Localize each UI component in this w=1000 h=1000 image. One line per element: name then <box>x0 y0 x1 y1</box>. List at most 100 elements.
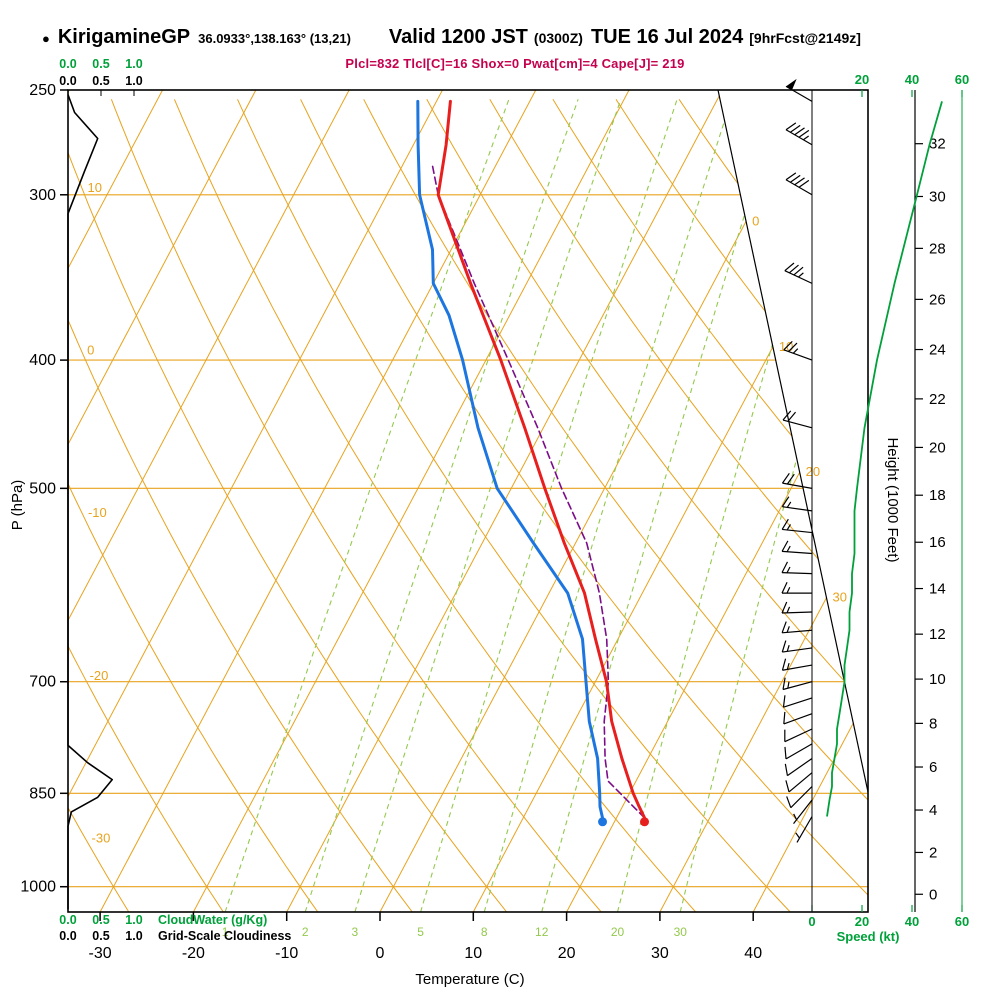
svg-text:16: 16 <box>929 534 946 551</box>
station-bullet-icon: ● <box>42 31 50 46</box>
skewt-background-grid <box>68 90 868 912</box>
svg-text:0: 0 <box>808 914 815 929</box>
wind-barb <box>781 601 813 614</box>
wind-barb <box>782 410 813 429</box>
svg-text:10: 10 <box>464 945 482 962</box>
svg-text:40: 40 <box>905 72 919 87</box>
dewpoint-curve <box>416 99 604 820</box>
svg-text:4: 4 <box>929 802 937 819</box>
cloudwater-profile <box>67 94 113 910</box>
svg-text:400: 400 <box>29 352 56 369</box>
diagonal-cut-line <box>717 89 869 793</box>
svg-text:-30: -30 <box>89 945 112 962</box>
svg-text:10: 10 <box>779 339 793 354</box>
wind-barb <box>784 728 813 743</box>
svg-text:3: 3 <box>352 925 359 939</box>
svg-text:0.5: 0.5 <box>92 913 109 927</box>
svg-text:10: 10 <box>87 180 101 195</box>
temperature-curve <box>436 99 646 820</box>
svg-text:0: 0 <box>376 945 385 962</box>
title-bar: ● KirigamineGP 36.0933°,138.163° (13,21)… <box>42 26 992 49</box>
wind-barb <box>781 582 812 594</box>
wind-barb <box>785 78 813 102</box>
wind-barb <box>782 677 813 691</box>
svg-text:8: 8 <box>481 925 488 939</box>
svg-text:18: 18 <box>929 487 946 504</box>
wind-barb <box>786 786 813 809</box>
svg-text:1000: 1000 <box>20 879 56 896</box>
wind-speed-curve <box>826 101 943 817</box>
wind-barb <box>781 658 813 671</box>
wind-barb <box>781 496 813 512</box>
svg-text:700: 700 <box>29 674 56 691</box>
parcel-curve <box>431 164 646 819</box>
wind-barb <box>784 262 813 284</box>
svg-text:-30: -30 <box>92 830 111 845</box>
svg-text:2: 2 <box>302 925 309 939</box>
svg-text:-20: -20 <box>182 945 205 962</box>
svg-text:5: 5 <box>417 925 424 939</box>
svg-text:1: 1 <box>222 925 229 939</box>
svg-text:22: 22 <box>929 391 946 408</box>
temperature-axis-title: Temperature (C) <box>415 971 524 988</box>
wind-barb <box>784 757 813 777</box>
svg-text:500: 500 <box>29 480 56 497</box>
cloudwater-scales: 0.0 0.0 0.0 0.0 0.5 0.5 0.5 0.5 1.0 1.0 1.0 1.0 Clou… <box>59 57 291 943</box>
svg-text:0.0: 0.0 <box>59 74 76 88</box>
wind-barb <box>783 340 813 361</box>
svg-text:0.0: 0.0 <box>59 929 76 943</box>
svg-text:0: 0 <box>87 343 94 358</box>
svg-text:20: 20 <box>611 925 625 939</box>
wind-barb <box>793 799 813 825</box>
pressure-axis-title: P (hPa) <box>9 480 26 531</box>
svg-text:8: 8 <box>929 715 937 732</box>
svg-text:0.5: 0.5 <box>92 74 109 88</box>
svg-text:24: 24 <box>929 342 946 359</box>
svg-text:20: 20 <box>855 72 869 87</box>
svg-text:0.5: 0.5 <box>92 57 109 71</box>
wind-barb <box>781 640 813 653</box>
valid-time: Valid 1200 JST <box>388 26 528 48</box>
svg-text:2: 2 <box>929 844 937 861</box>
svg-text:0: 0 <box>752 213 759 228</box>
cloudwater-axis-title: CloudWater (g/Kg) <box>158 913 267 927</box>
svg-text:250: 250 <box>29 82 56 99</box>
svg-text:-10: -10 <box>275 945 298 962</box>
svg-text:20: 20 <box>806 464 820 479</box>
svg-text:30: 30 <box>674 925 688 939</box>
wind-barb <box>781 472 813 489</box>
svg-text:14: 14 <box>929 581 946 598</box>
speed-axis-title: Speed (kt) <box>837 929 900 944</box>
svg-text:12: 12 <box>929 626 946 643</box>
wind-barb <box>783 711 813 725</box>
wind-barb <box>795 816 813 843</box>
cloudiness-axis-title: Grid-Scale Cloudiness <box>158 929 291 943</box>
wind-barb <box>781 540 813 555</box>
svg-text:850: 850 <box>29 785 56 802</box>
svg-text:-20: -20 <box>90 668 109 683</box>
wind-barb <box>785 172 813 196</box>
svg-text:1.0: 1.0 <box>125 57 142 71</box>
svg-text:10: 10 <box>929 671 946 688</box>
svg-text:20: 20 <box>558 945 576 962</box>
svg-text:60: 60 <box>955 914 969 929</box>
wind-barb <box>784 743 813 760</box>
svg-text:40: 40 <box>905 914 919 929</box>
wind-barb <box>782 695 813 708</box>
svg-text:0: 0 <box>929 886 937 903</box>
svg-text:1.0: 1.0 <box>125 929 142 943</box>
svg-text:30: 30 <box>832 590 846 605</box>
wind-barb <box>781 621 813 634</box>
surface-dewpoint-dot <box>598 817 608 827</box>
forecast-lead-info: [9hrFcst@2149z] <box>749 30 861 46</box>
svg-text:12: 12 <box>535 925 549 939</box>
station-coordinates: 36.0933°,138.163° (13,21) <box>198 31 351 46</box>
svg-text:300: 300 <box>29 187 56 204</box>
wind-barbs <box>781 78 813 912</box>
svg-text:-10: -10 <box>88 505 107 520</box>
sounding-profiles <box>416 99 650 827</box>
valid-date: TUE 16 Jul 2024 <box>590 26 744 48</box>
